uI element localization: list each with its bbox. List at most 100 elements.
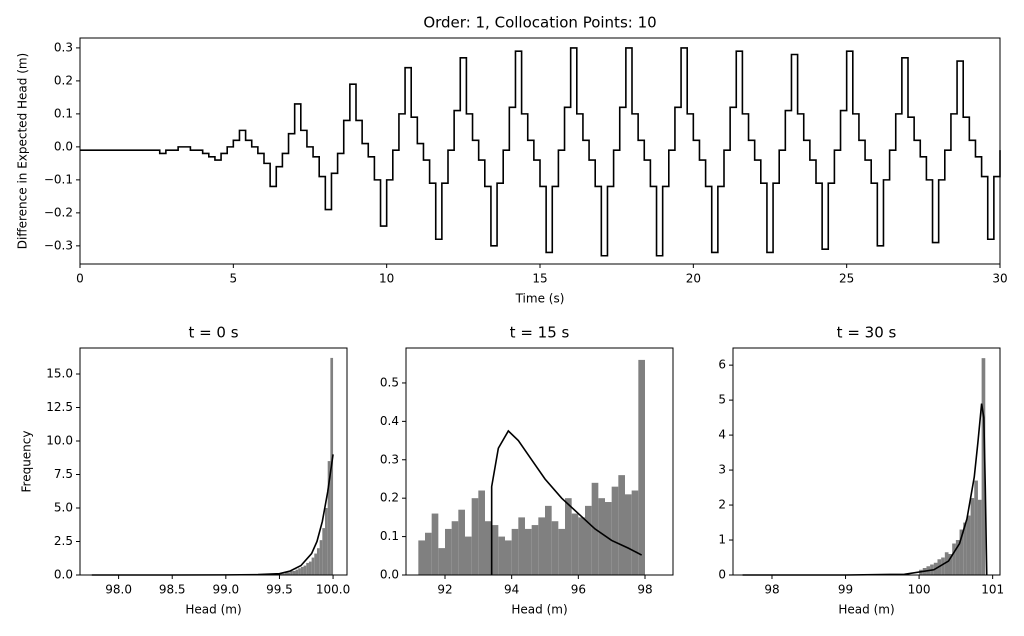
y-tick-label: 0.3 bbox=[54, 40, 73, 54]
histogram-bar bbox=[465, 536, 472, 575]
histogram-bar bbox=[319, 540, 323, 575]
histogram-bar bbox=[458, 509, 465, 575]
y-tick-label: −0.1 bbox=[44, 172, 73, 186]
histogram-bar bbox=[625, 494, 632, 575]
histogram-bar bbox=[327, 461, 331, 575]
density-curve bbox=[91, 454, 334, 576]
x-axis-label: Time (s) bbox=[515, 292, 565, 306]
x-tick-label: 96 bbox=[571, 583, 586, 597]
x-tick-label: 101 bbox=[981, 583, 1004, 597]
histogram-bar bbox=[290, 570, 293, 575]
histogram-bar bbox=[451, 521, 459, 575]
x-tick-label: 98.5 bbox=[159, 583, 186, 597]
x-tick-label: 98 bbox=[764, 583, 779, 597]
x-tick-label: 10 bbox=[379, 272, 394, 286]
histogram-bar bbox=[631, 490, 639, 575]
histogram-bar bbox=[306, 562, 309, 575]
histogram-bar bbox=[948, 554, 953, 575]
x-tick-label: 99.0 bbox=[212, 583, 239, 597]
axes-title: Order: 1, Collocation Points: 10 bbox=[423, 14, 656, 32]
y-tick-label: 0.5 bbox=[380, 375, 399, 389]
histogram-bar bbox=[966, 515, 971, 575]
y-tick-label: 4 bbox=[718, 428, 726, 442]
histogram-bar bbox=[491, 525, 499, 575]
y-tick-label: 12.5 bbox=[46, 400, 73, 414]
histogram-bar bbox=[425, 532, 432, 575]
x-tick-label: 0 bbox=[76, 272, 84, 286]
x-tick-label: 30 bbox=[992, 272, 1007, 286]
y-tick-label: 6 bbox=[718, 358, 726, 372]
y-tick-label: 2.5 bbox=[54, 534, 73, 548]
histogram-bar bbox=[478, 490, 485, 575]
histogram-bar bbox=[952, 543, 956, 575]
histogram-bar bbox=[498, 536, 505, 575]
histogram-bar bbox=[298, 568, 301, 575]
y-tick-label: 0 bbox=[718, 568, 726, 582]
y-tick-label: 2 bbox=[718, 498, 726, 512]
histogram-bar bbox=[598, 498, 605, 575]
histogram-bar bbox=[525, 528, 532, 575]
histogram-bar bbox=[551, 521, 559, 575]
x-axis-label: Head (m) bbox=[838, 603, 894, 617]
y-tick-label: 0.0 bbox=[54, 568, 73, 582]
histogram-bar bbox=[325, 507, 328, 575]
x-tick-label: 15 bbox=[532, 272, 547, 286]
axes-frame bbox=[79, 347, 348, 576]
histogram-bar bbox=[505, 540, 512, 575]
histogram-bar bbox=[518, 517, 525, 575]
histogram-bar bbox=[970, 498, 975, 575]
y-axis-label: Frequency bbox=[20, 431, 34, 493]
x-tick-label: 100.0 bbox=[316, 583, 350, 597]
y-tick-label: 0.1 bbox=[380, 529, 399, 543]
histogram-bar bbox=[316, 548, 320, 575]
y-tick-label: 0.0 bbox=[380, 568, 399, 582]
histogram-bar bbox=[282, 573, 285, 575]
histogram-bar bbox=[585, 505, 592, 575]
histogram-bar bbox=[578, 517, 585, 575]
histogram-bar bbox=[618, 475, 625, 575]
histogram-bar bbox=[284, 572, 288, 575]
histogram-bar bbox=[638, 359, 645, 575]
density-curve bbox=[742, 403, 988, 576]
x-tick-label: 94 bbox=[504, 583, 519, 597]
x-tick-label: 20 bbox=[686, 272, 701, 286]
histogram-bar bbox=[279, 573, 283, 575]
x-tick-label: 5 bbox=[230, 272, 238, 286]
histogram-bar bbox=[545, 505, 552, 575]
x-axis-label: Head (m) bbox=[185, 603, 241, 617]
histogram-bar bbox=[445, 528, 452, 575]
y-tick-label: 7.5 bbox=[54, 467, 73, 481]
x-tick-label: 99 bbox=[838, 583, 853, 597]
y-tick-label: 0.2 bbox=[54, 73, 73, 87]
y-tick-label: 0.4 bbox=[380, 414, 399, 428]
axes-frame bbox=[405, 347, 674, 576]
x-tick-label: 100 bbox=[908, 583, 931, 597]
histogram-bar bbox=[485, 521, 492, 575]
histogram-bar bbox=[311, 557, 315, 575]
axes-title: t = 0 s bbox=[188, 324, 238, 342]
histogram-bar bbox=[287, 572, 291, 575]
x-tick-label: 25 bbox=[839, 272, 854, 286]
histogram-bar bbox=[292, 570, 296, 575]
axes-frame bbox=[79, 37, 1001, 265]
histogram-bar bbox=[538, 517, 545, 575]
x-tick-label: 92 bbox=[437, 583, 452, 597]
histogram-bar bbox=[300, 566, 304, 575]
histogram-bar bbox=[565, 498, 572, 575]
data-line bbox=[80, 47, 1001, 257]
histogram-bar bbox=[977, 499, 982, 575]
histogram-bar bbox=[963, 522, 967, 575]
histogram-bar bbox=[959, 529, 964, 575]
histogram-bar bbox=[418, 540, 425, 575]
x-tick-label: 98 bbox=[637, 583, 652, 597]
histogram-bar bbox=[944, 552, 949, 575]
histogram-bar bbox=[981, 358, 986, 575]
y-tick-label: 3 bbox=[718, 463, 726, 477]
x-tick-label: 98.0 bbox=[105, 583, 132, 597]
histogram-bar bbox=[295, 569, 299, 575]
y-tick-label: 0.0 bbox=[54, 139, 73, 153]
histogram-bar bbox=[303, 565, 307, 575]
histogram-bar bbox=[314, 553, 317, 575]
histogram-bar bbox=[438, 548, 445, 575]
